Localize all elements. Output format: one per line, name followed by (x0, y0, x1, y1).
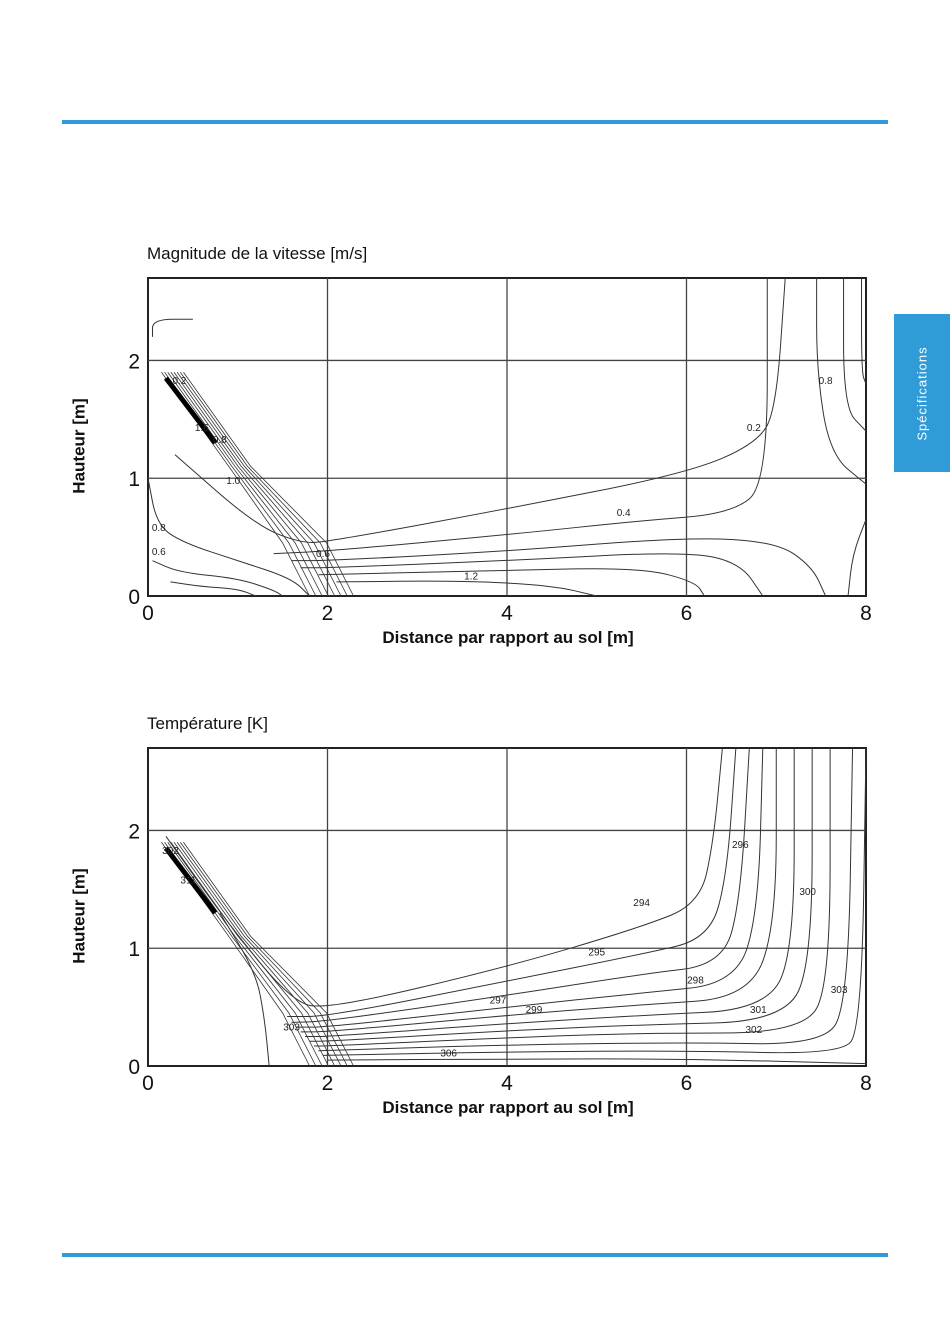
x-tick-label: 0 (142, 1072, 154, 1095)
jet-contour-line (173, 841, 336, 1067)
x-axis-label: Distance par rapport au sol [m] (382, 628, 634, 647)
contour-label: 296 (732, 840, 749, 851)
contour-line (318, 747, 854, 1052)
contour-label: 306 (440, 1049, 457, 1060)
contour-line (291, 747, 750, 1023)
contour-label: 0.8 (152, 523, 166, 534)
contour-label: 302 (745, 1025, 762, 1036)
y-tick-label: 1 (128, 938, 140, 961)
contour-label: 301 (750, 1005, 767, 1016)
top-divider (62, 120, 888, 124)
contour-label: 311 (180, 875, 196, 886)
jet-contour-line (183, 841, 354, 1067)
y-tick-label: 2 (128, 350, 140, 373)
contour-line (323, 747, 867, 1056)
jet-contour-line (170, 371, 329, 597)
jet-contour-line (170, 841, 329, 1067)
x-tick-label: 8 (860, 602, 872, 625)
jet-contour-line (176, 841, 342, 1067)
x-tick-label: 8 (860, 1072, 872, 1095)
contour-label: 0.4 (617, 508, 631, 519)
chart-title: Température [K] (147, 714, 268, 733)
contour-label: 299 (526, 1005, 543, 1016)
contour-line (174, 277, 786, 543)
contour-label: 0.6 (316, 549, 330, 560)
chart-title: Magnitude de la vitesse [m/s] (147, 244, 368, 263)
contour-label: 0.8 (819, 376, 833, 387)
side-tab-specifications[interactable]: Spécifications (894, 314, 950, 472)
contour-line (287, 747, 737, 1018)
x-tick-label: 6 (681, 602, 693, 625)
bottom-divider (62, 1253, 888, 1257)
contour-label: 1.6 (195, 423, 209, 434)
contour-line (296, 747, 764, 1028)
contour-line (318, 568, 705, 597)
contour-line (847, 519, 867, 597)
contour-line (151, 318, 193, 337)
contour-label: 0.2 (172, 376, 186, 387)
contour-label: 302 (162, 846, 179, 857)
contour-label: 298 (687, 976, 704, 987)
x-tick-label: 0 (142, 602, 154, 625)
contour-line (152, 560, 283, 597)
x-tick-label: 4 (501, 1072, 513, 1095)
contour-line (170, 581, 256, 597)
contour-label: 297 (490, 996, 507, 1007)
contour-line (291, 538, 827, 597)
contour-line (336, 580, 597, 597)
contour-line (861, 277, 867, 385)
temperature-contour-plot: 0 2 4 6 8 0 1 2 294 295 296 297 298 299 300 301 302 303 30… (128, 747, 872, 1095)
contour-line (314, 748, 831, 1047)
contour-line (843, 278, 867, 432)
contour-label: 295 (588, 947, 605, 958)
jet-core (163, 376, 218, 445)
x-tick-label: 2 (322, 1072, 334, 1095)
jet-contour-line (183, 371, 354, 597)
y-tick-label: 0 (128, 586, 140, 609)
jet-contour-line (167, 371, 323, 597)
contour-line (309, 748, 813, 1042)
contour-line (327, 1058, 867, 1065)
contour-line (300, 748, 777, 1033)
side-tab-label: Spécifications (914, 345, 930, 441)
temperature-chart: Température [K] Hauteur [m] Distance par… (60, 706, 890, 1136)
x-tick-label: 6 (681, 1072, 693, 1095)
contour-line (165, 747, 723, 1007)
x-axis-label: Distance par rapport au sol [m] (382, 1098, 634, 1117)
contour-label: 1.0 (226, 476, 240, 487)
velocity-contour-plot: 0 2 4 6 8 0 1 2 0.2 0.4 0.6 0.8 1.2 0.6 0.8 1.6 0.8 1.0 0.… (128, 277, 872, 625)
x-tick-label: 4 (501, 602, 513, 625)
jet-contour-line (179, 841, 348, 1067)
contour-label: 294 (633, 898, 650, 909)
y-tick-label: 1 (128, 468, 140, 491)
contour-line (816, 278, 867, 485)
velocity-chart: Magnitude de la vitesse [m/s] Hauteur [m… (60, 236, 890, 666)
contour-line (147, 478, 310, 597)
jet-contour-line (173, 371, 336, 597)
x-tick-label: 2 (322, 602, 334, 625)
contour-label: 303 (283, 1023, 300, 1034)
contour-label: 0.8 (213, 435, 227, 446)
y-tick-label: 2 (128, 820, 140, 843)
y-tick-label: 0 (128, 1056, 140, 1079)
contour-line (305, 748, 795, 1038)
contour-line (219, 912, 270, 1067)
jet-core (163, 846, 218, 915)
contour-label: 300 (799, 887, 816, 898)
contour-line (300, 553, 764, 597)
contour-label: 303 (831, 985, 848, 996)
contour-label: 1.2 (464, 572, 478, 583)
contour-label: 0.6 (152, 547, 166, 558)
jet-contour-line (167, 841, 323, 1067)
jet-contour-line (179, 371, 348, 597)
contour-label: 0.2 (747, 423, 761, 434)
contour-line (273, 278, 768, 555)
jet-contour-line (176, 371, 342, 597)
